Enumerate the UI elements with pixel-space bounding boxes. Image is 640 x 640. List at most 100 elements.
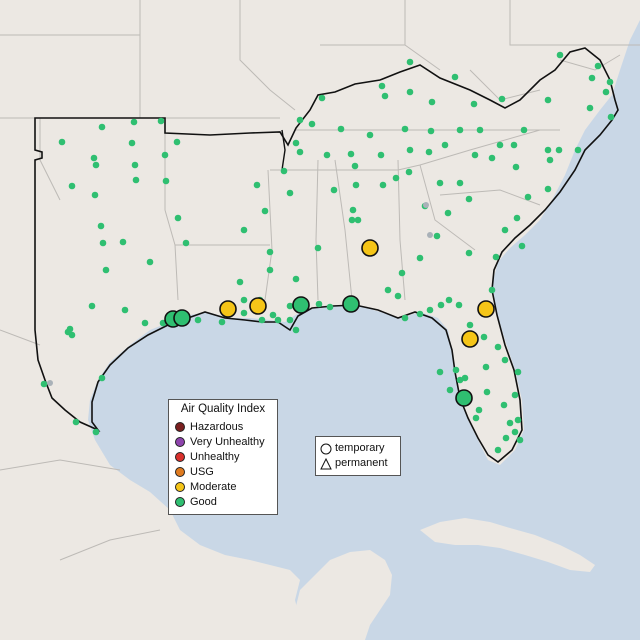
monitor-marker[interactable] xyxy=(501,226,509,234)
monitor-marker[interactable] xyxy=(240,226,248,234)
monitor-marker[interactable] xyxy=(88,302,96,310)
monitor-marker[interactable] xyxy=(574,146,582,154)
monitor-marker-grey[interactable] xyxy=(47,380,53,386)
monitor-marker[interactable] xyxy=(92,428,100,436)
monitor-marker[interactable] xyxy=(494,446,502,454)
monitor-marker[interactable] xyxy=(488,286,496,294)
monitor-marker[interactable] xyxy=(132,176,140,184)
monitor-marker-temporary-moderate[interactable] xyxy=(219,300,237,318)
monitor-marker[interactable] xyxy=(465,249,473,257)
monitor-marker[interactable] xyxy=(518,242,526,250)
monitor-marker[interactable] xyxy=(500,401,508,409)
monitor-marker[interactable] xyxy=(492,253,500,261)
monitor-marker-temporary-moderate[interactable] xyxy=(461,330,479,348)
monitor-marker[interactable] xyxy=(349,206,357,214)
monitor-marker[interactable] xyxy=(384,286,392,294)
monitor-marker-grey[interactable] xyxy=(427,232,433,238)
monitor-marker[interactable] xyxy=(266,266,274,274)
monitor-marker[interactable] xyxy=(379,181,387,189)
monitor-marker[interactable] xyxy=(401,125,409,133)
monitor-marker[interactable] xyxy=(128,139,136,147)
monitor-marker[interactable] xyxy=(445,296,453,304)
monitor-marker[interactable] xyxy=(475,406,483,414)
monitor-marker[interactable] xyxy=(308,120,316,128)
monitor-marker[interactable] xyxy=(296,148,304,156)
monitor-marker[interactable] xyxy=(286,302,294,310)
monitor-marker[interactable] xyxy=(441,141,449,149)
monitor-marker[interactable] xyxy=(381,92,389,100)
monitor-marker[interactable] xyxy=(456,126,464,134)
monitor-marker[interactable] xyxy=(121,306,129,314)
monitor-marker[interactable] xyxy=(544,96,552,104)
monitor-marker[interactable] xyxy=(405,168,413,176)
monitor-marker[interactable] xyxy=(433,232,441,240)
monitor-marker[interactable] xyxy=(516,436,524,444)
monitor-marker[interactable] xyxy=(261,207,269,215)
monitor-marker[interactable] xyxy=(315,300,323,308)
monitor-marker[interactable] xyxy=(602,88,610,96)
monitor-marker[interactable] xyxy=(292,326,300,334)
monitor-marker[interactable] xyxy=(607,113,615,121)
monitor-marker[interactable] xyxy=(182,239,190,247)
monitor-marker[interactable] xyxy=(131,161,139,169)
monitor-marker[interactable] xyxy=(218,318,226,326)
monitor-marker[interactable] xyxy=(40,380,48,388)
monitor-marker[interactable] xyxy=(606,78,614,86)
monitor-marker[interactable] xyxy=(488,154,496,162)
monitor-marker[interactable] xyxy=(483,388,491,396)
monitor-marker[interactable] xyxy=(366,131,374,139)
monitor-marker[interactable] xyxy=(258,316,266,324)
monitor-marker[interactable] xyxy=(556,51,564,59)
monitor-marker-temporary-good[interactable] xyxy=(342,295,360,313)
monitor-marker-temporary-moderate[interactable] xyxy=(477,300,495,318)
monitor-marker[interactable] xyxy=(292,139,300,147)
monitor-marker[interactable] xyxy=(99,239,107,247)
monitor-marker[interactable] xyxy=(510,141,518,149)
monitor-marker[interactable] xyxy=(416,310,424,318)
monitor-marker[interactable] xyxy=(314,244,322,252)
monitor-marker[interactable] xyxy=(514,368,522,376)
monitor-marker-temporary-good[interactable] xyxy=(292,296,310,314)
monitor-marker[interactable] xyxy=(173,138,181,146)
monitor-marker[interactable] xyxy=(236,278,244,286)
monitor-marker[interactable] xyxy=(401,314,409,322)
monitor-marker[interactable] xyxy=(544,185,552,193)
monitor-marker-temporary-moderate[interactable] xyxy=(361,239,379,257)
monitor-marker-temporary-moderate[interactable] xyxy=(249,297,267,315)
monitor-marker-temporary-good[interactable] xyxy=(173,309,191,327)
monitor-marker[interactable] xyxy=(377,151,385,159)
monitor-marker[interactable] xyxy=(130,118,138,126)
monitor-marker[interactable] xyxy=(296,116,304,124)
monitor-marker[interactable] xyxy=(323,151,331,159)
monitor-marker[interactable] xyxy=(352,181,360,189)
monitor-marker[interactable] xyxy=(456,179,464,187)
monitor-marker[interactable] xyxy=(425,148,433,156)
monitor-marker[interactable] xyxy=(194,316,202,324)
monitor-marker[interactable] xyxy=(456,376,464,384)
monitor-marker[interactable] xyxy=(351,162,359,170)
monitor-marker[interactable] xyxy=(480,333,488,341)
monitor-marker[interactable] xyxy=(437,301,445,309)
monitor-marker[interactable] xyxy=(471,151,479,159)
monitor-marker[interactable] xyxy=(514,416,522,424)
monitor-marker[interactable] xyxy=(496,141,504,149)
monitor-marker[interactable] xyxy=(511,391,519,399)
monitor-marker[interactable] xyxy=(524,193,532,201)
monitor-marker[interactable] xyxy=(498,95,506,103)
monitor-marker[interactable] xyxy=(436,179,444,187)
monitor-marker[interactable] xyxy=(455,301,463,309)
monitor-marker[interactable] xyxy=(72,418,80,426)
monitor-marker[interactable] xyxy=(428,98,436,106)
monitor-marker[interactable] xyxy=(594,62,602,70)
monitor-marker[interactable] xyxy=(472,414,480,422)
monitor-marker[interactable] xyxy=(157,117,165,125)
monitor-marker[interactable] xyxy=(427,127,435,135)
monitor-marker[interactable] xyxy=(406,146,414,154)
monitor-marker[interactable] xyxy=(318,94,326,102)
monitor-marker[interactable] xyxy=(501,356,509,364)
monitor-marker[interactable] xyxy=(406,58,414,66)
monitor-marker[interactable] xyxy=(91,191,99,199)
monitor-marker[interactable] xyxy=(513,214,521,222)
monitor-marker[interactable] xyxy=(330,186,338,194)
